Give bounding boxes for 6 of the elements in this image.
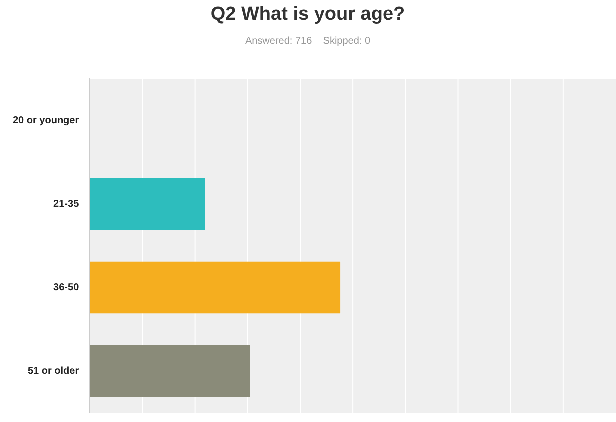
y-tick-label: 51 or older — [28, 366, 80, 377]
chart-title: Q2 What is your age? — [210, 4, 406, 26]
y-tick-label: 20 or younger — [12, 116, 80, 126]
chart-subtitle: Answered: 716 Skipped: 0 — [244, 36, 372, 47]
y-tick-label: 21-35 — [54, 199, 80, 210]
y-tick-label: 36-50 — [54, 282, 80, 294]
